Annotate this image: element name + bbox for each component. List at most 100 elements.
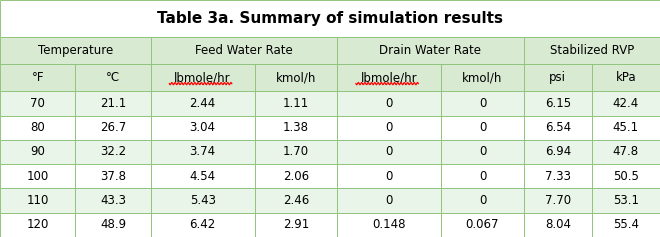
Bar xyxy=(441,213,523,237)
Bar xyxy=(592,213,660,237)
Text: 50.5: 50.5 xyxy=(613,170,639,183)
Text: 80: 80 xyxy=(30,121,45,134)
Bar xyxy=(75,188,150,213)
Text: 0: 0 xyxy=(385,97,393,110)
Text: Feed Water Rate: Feed Water Rate xyxy=(195,44,293,57)
Bar xyxy=(337,164,441,188)
Bar xyxy=(441,91,523,116)
Bar xyxy=(75,164,150,188)
Bar xyxy=(150,91,255,116)
Text: lbmole/hr: lbmole/hr xyxy=(174,71,231,84)
Bar xyxy=(441,164,523,188)
Text: 8.04: 8.04 xyxy=(544,218,571,231)
Text: 2.91: 2.91 xyxy=(282,218,309,231)
Text: 6.54: 6.54 xyxy=(544,121,571,134)
Text: 47.8: 47.8 xyxy=(613,146,639,159)
Text: 37.8: 37.8 xyxy=(100,170,126,183)
Text: 1.70: 1.70 xyxy=(283,146,309,159)
Text: 0: 0 xyxy=(385,121,393,134)
Bar xyxy=(255,140,337,164)
Text: 21.1: 21.1 xyxy=(100,97,126,110)
Bar xyxy=(75,91,150,116)
Bar xyxy=(523,91,592,116)
Bar xyxy=(523,64,592,91)
Text: Temperature: Temperature xyxy=(38,44,113,57)
Text: °C: °C xyxy=(106,71,120,84)
Text: kmol/h: kmol/h xyxy=(276,71,316,84)
Text: 26.7: 26.7 xyxy=(100,121,126,134)
Bar xyxy=(75,64,150,91)
Bar xyxy=(337,91,441,116)
Text: 0.067: 0.067 xyxy=(466,218,499,231)
Bar xyxy=(592,188,660,213)
Text: 0.148: 0.148 xyxy=(372,218,406,231)
Text: 0: 0 xyxy=(478,194,486,207)
Bar xyxy=(0,116,75,140)
Text: 6.15: 6.15 xyxy=(544,97,571,110)
Text: Table 3a. Summary of simulation results: Table 3a. Summary of simulation results xyxy=(157,11,503,26)
Bar xyxy=(337,116,441,140)
Text: 7.33: 7.33 xyxy=(544,170,571,183)
Bar xyxy=(592,140,660,164)
Bar xyxy=(0,64,75,91)
Bar xyxy=(255,164,337,188)
Bar xyxy=(337,37,523,64)
Bar xyxy=(337,64,441,91)
Text: 5.43: 5.43 xyxy=(189,194,216,207)
Bar xyxy=(255,64,337,91)
Bar xyxy=(150,164,255,188)
Bar xyxy=(523,116,592,140)
Bar xyxy=(0,0,660,37)
Text: 0: 0 xyxy=(385,146,393,159)
Bar xyxy=(255,91,337,116)
Bar xyxy=(337,140,441,164)
Bar xyxy=(0,37,150,64)
Bar xyxy=(523,164,592,188)
Text: kmol/h: kmol/h xyxy=(462,71,503,84)
Bar xyxy=(337,188,441,213)
Text: 48.9: 48.9 xyxy=(100,218,126,231)
Bar xyxy=(75,116,150,140)
Bar xyxy=(0,213,75,237)
Bar xyxy=(75,140,150,164)
Text: 110: 110 xyxy=(26,194,49,207)
Text: lbmole/hr: lbmole/hr xyxy=(361,71,418,84)
Text: 0: 0 xyxy=(478,121,486,134)
Text: 55.4: 55.4 xyxy=(613,218,639,231)
Bar xyxy=(592,164,660,188)
Text: 2.06: 2.06 xyxy=(283,170,309,183)
Text: 0: 0 xyxy=(478,97,486,110)
Bar xyxy=(150,213,255,237)
Text: Drain Water Rate: Drain Water Rate xyxy=(379,44,481,57)
Bar xyxy=(255,188,337,213)
Bar xyxy=(523,188,592,213)
Text: °F: °F xyxy=(32,71,44,84)
Text: psi: psi xyxy=(549,71,566,84)
Bar xyxy=(592,116,660,140)
Text: 6.94: 6.94 xyxy=(544,146,571,159)
Bar xyxy=(441,188,523,213)
Bar xyxy=(592,91,660,116)
Text: 7.70: 7.70 xyxy=(544,194,571,207)
Bar xyxy=(0,140,75,164)
Bar xyxy=(0,164,75,188)
Text: 100: 100 xyxy=(26,170,49,183)
Text: 0: 0 xyxy=(385,170,393,183)
Bar xyxy=(255,116,337,140)
Text: 2.46: 2.46 xyxy=(282,194,309,207)
Text: 3.74: 3.74 xyxy=(189,146,216,159)
Text: 1.11: 1.11 xyxy=(282,97,309,110)
Text: 0: 0 xyxy=(385,194,393,207)
Bar xyxy=(255,213,337,237)
Bar xyxy=(0,188,75,213)
Text: 0: 0 xyxy=(478,146,486,159)
Bar xyxy=(150,116,255,140)
Text: 45.1: 45.1 xyxy=(613,121,639,134)
Bar xyxy=(523,37,660,64)
Text: 3.04: 3.04 xyxy=(189,121,216,134)
Bar xyxy=(150,37,337,64)
Text: 4.54: 4.54 xyxy=(189,170,216,183)
Text: 2.44: 2.44 xyxy=(189,97,216,110)
Text: 70: 70 xyxy=(30,97,45,110)
Bar xyxy=(75,213,150,237)
